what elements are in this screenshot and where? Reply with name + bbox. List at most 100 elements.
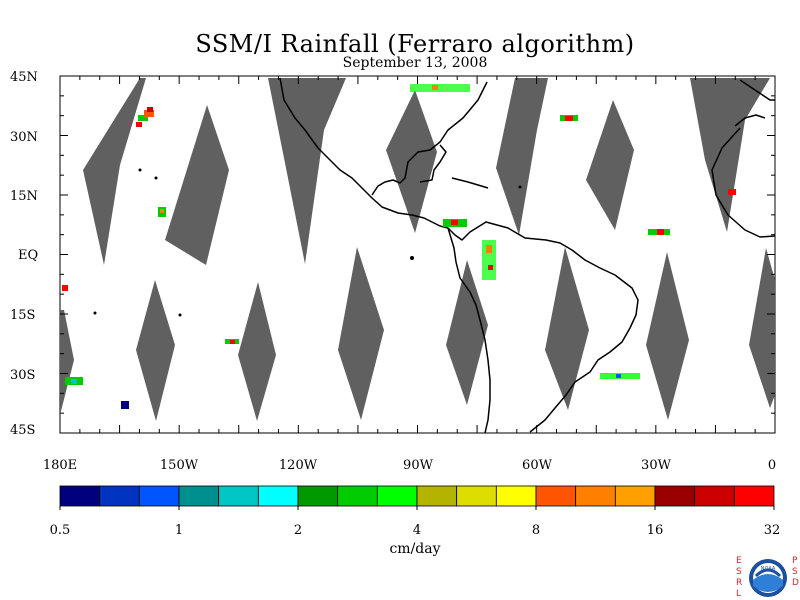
rain-cell — [62, 285, 68, 291]
colorbar-label-1: 1 — [174, 523, 184, 538]
islands — [93, 168, 522, 317]
swath — [749, 248, 775, 408]
north-america-west-coast — [279, 77, 449, 229]
lat-label-30n: 30N — [10, 130, 38, 145]
colorbar-swatch — [495, 485, 537, 507]
colorbar-swatch — [376, 485, 418, 507]
lat-label-45n: 45N — [10, 70, 38, 85]
cuba — [451, 177, 489, 189]
map-ticks — [59, 75, 776, 434]
coastlines — [279, 77, 776, 434]
colorbar-swatch — [138, 485, 180, 507]
south-america-west — [447, 227, 491, 434]
rain-cell — [488, 265, 493, 270]
rain-cluster — [728, 189, 736, 195]
rain-cell — [486, 245, 492, 253]
lat-label-15s: 15S — [10, 308, 36, 323]
lon-label-120w: 120W — [278, 458, 318, 473]
colorbar-swatch — [337, 485, 378, 507]
rain-cell — [432, 85, 438, 90]
island — [93, 311, 97, 315]
rain-cluster — [121, 401, 129, 409]
colorbar-swatch — [297, 485, 339, 507]
rain-cluster — [482, 240, 496, 280]
colorbar-swatch — [614, 485, 656, 507]
colorbar-swatch — [218, 485, 259, 507]
rain-cell — [136, 122, 142, 127]
colorbar-swatch — [59, 485, 101, 507]
lon-label-180e: 180E — [42, 458, 78, 473]
swath — [545, 247, 589, 410]
colorbar-label-32: 32 — [763, 523, 781, 538]
esrl-text: ESRL — [736, 556, 743, 599]
colorbar-label-2: 2 — [293, 523, 303, 538]
rain-cell — [616, 374, 621, 378]
colorbar-swatch — [535, 485, 577, 507]
swath — [165, 105, 229, 265]
swath — [496, 78, 548, 235]
rain-cell — [410, 84, 470, 92]
rain-cell — [144, 110, 154, 117]
map-title: SSM/I Rainfall (Ferraro algorithm) — [195, 30, 635, 58]
rain-cluster — [443, 219, 467, 227]
iberia — [734, 114, 766, 127]
rain-cell — [657, 229, 664, 235]
gulf-coast — [419, 144, 447, 183]
colorbar-label-8: 8 — [531, 523, 541, 538]
lon-label-90w: 90W — [403, 458, 433, 473]
rain-cluster — [225, 339, 239, 344]
map-subtitle: September 13, 2008 — [342, 55, 488, 71]
rain-cell — [121, 401, 129, 409]
north-america-east-coast — [371, 81, 488, 196]
lat-label-eq: EQ — [18, 248, 39, 263]
south-america-coast — [447, 221, 639, 433]
colorbar-swatch — [654, 485, 696, 507]
noaa-badge-text: NOAA — [761, 566, 776, 572]
lon-label-150w: 150W — [159, 458, 199, 473]
psd-text: PSD — [792, 556, 799, 588]
rain-cell — [728, 189, 736, 195]
rain-cluster — [410, 84, 470, 92]
noaa-logo: ESRL NOAA PSD — [736, 556, 800, 600]
lon-label-0: 0 — [767, 458, 777, 473]
rain-cell — [451, 220, 458, 225]
swath — [338, 247, 384, 420]
swath — [136, 280, 175, 421]
swath — [690, 78, 770, 232]
lat-label-15n: 15N — [10, 189, 38, 204]
colorbar-swatch — [575, 485, 616, 507]
rain-cell — [230, 340, 235, 344]
europe-coast — [739, 79, 775, 101]
island — [410, 256, 414, 260]
island — [138, 168, 142, 172]
lon-label-60w: 60W — [522, 458, 552, 473]
rain-cluster — [158, 207, 166, 217]
colorbar-swatch — [99, 485, 140, 507]
swath — [446, 260, 488, 405]
rain-cluster — [600, 373, 640, 379]
colorbar-swatch — [733, 485, 775, 507]
island — [178, 313, 182, 317]
rain-cell — [71, 379, 77, 384]
rain-cluster — [136, 107, 154, 127]
colorbar-swatch — [416, 485, 458, 507]
colorbar-swatch — [694, 485, 735, 507]
rain-cluster — [62, 285, 68, 291]
swath — [646, 252, 689, 420]
psd-letters: PSD — [792, 556, 800, 589]
swath — [268, 78, 346, 264]
island — [518, 185, 522, 189]
data-gap-swaths — [60, 78, 775, 421]
rain-cluster — [648, 229, 670, 235]
lat-label-30s: 30S — [10, 368, 36, 383]
colorbar — [59, 485, 775, 510]
africa-coast — [711, 127, 776, 238]
swath — [386, 90, 437, 233]
lon-label-30w: 30W — [641, 458, 671, 473]
lat-label-45s: 45S — [10, 423, 36, 438]
swath — [83, 78, 146, 265]
rain-cell — [147, 107, 153, 112]
island — [154, 176, 158, 180]
colorbar-swatch — [456, 485, 497, 507]
